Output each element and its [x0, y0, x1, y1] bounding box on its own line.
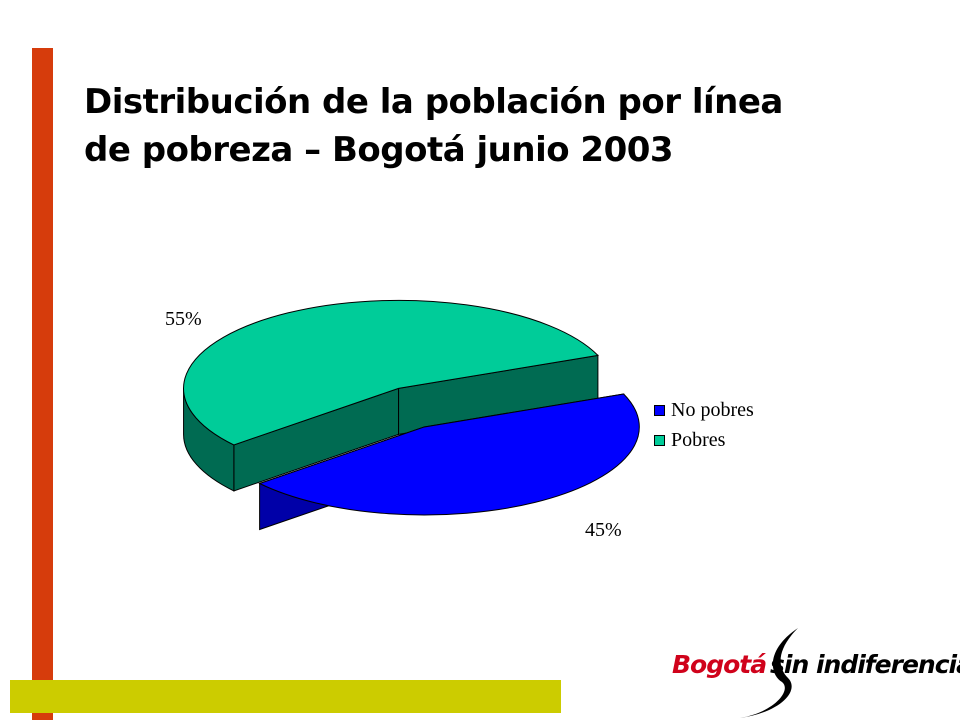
title-line-2: de pobreza – Bogotá junio 2003: [84, 130, 674, 170]
data-label-no-pobres: 45%: [585, 519, 622, 541]
legend-item-no-pobres: No pobres: [654, 395, 754, 425]
legend-label-no-pobres: No pobres: [671, 398, 754, 421]
logo-text-sin-indiferencia: sin indiferencia: [770, 650, 960, 679]
legend-label-pobres: Pobres: [671, 428, 726, 451]
bogota-logo: Bogotá sin indiferencia: [670, 620, 960, 720]
logo-swoosh-icon: [740, 628, 798, 718]
slice-pobres-top: [183, 299, 599, 446]
slice-no-pobres-top: [258, 393, 640, 516]
title-line-1: Distribución de la población por línea: [84, 82, 783, 122]
left-accent-bar: [32, 48, 53, 720]
legend-swatch-no-pobres: [654, 404, 665, 416]
logo-text-bogota: Bogotá: [672, 650, 767, 679]
slide-title: Distribución de la población por línea d…: [84, 78, 924, 174]
legend-item-pobres: Pobres: [654, 425, 754, 455]
legend-swatch-pobres: [654, 434, 665, 446]
data-label-pobres: 55%: [165, 308, 202, 330]
chart-legend: No pobres Pobres: [654, 395, 754, 455]
bottom-accent-bar: [10, 680, 561, 713]
